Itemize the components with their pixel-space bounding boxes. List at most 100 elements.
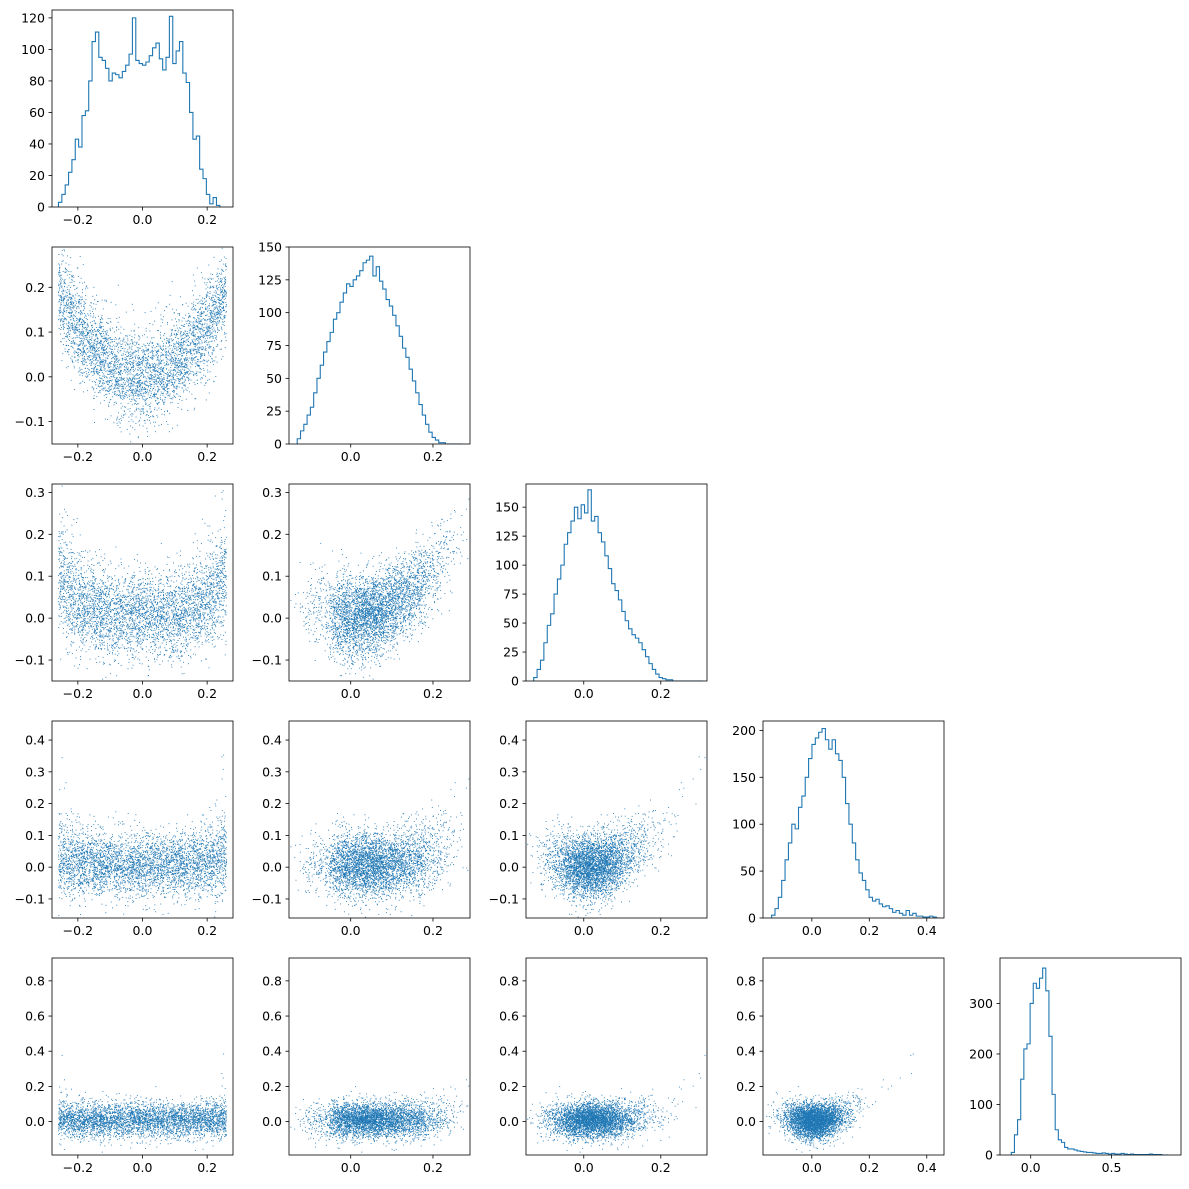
scatter-point xyxy=(177,601,179,603)
scatter-point xyxy=(181,588,183,590)
scatter-point xyxy=(119,370,121,372)
scatter-point xyxy=(102,337,104,339)
scatter-point xyxy=(145,357,147,359)
scatter-point xyxy=(94,330,96,332)
scatter-point xyxy=(210,346,212,348)
scatter-point xyxy=(177,358,179,359)
scatter-point xyxy=(151,350,153,352)
scatter-point xyxy=(157,377,159,379)
scatter-point xyxy=(211,643,213,645)
scatter-point xyxy=(138,354,140,356)
scatter-point xyxy=(154,639,156,641)
scatter-point xyxy=(201,312,203,314)
scatter-point xyxy=(216,545,218,547)
scatter-point xyxy=(114,358,116,360)
scatter-point xyxy=(112,370,114,372)
scatter-point xyxy=(113,391,115,393)
scatter-point xyxy=(197,340,199,341)
scatter-point xyxy=(81,331,83,333)
scatter-point xyxy=(175,587,177,589)
scatter-point xyxy=(183,351,185,353)
scatter-point xyxy=(192,309,194,311)
scatter-point xyxy=(189,362,191,364)
scatter-point xyxy=(150,377,152,379)
scatter-point xyxy=(149,389,151,391)
scatter-point xyxy=(211,358,213,359)
scatter-point xyxy=(167,346,169,348)
scatter-point xyxy=(216,594,218,596)
scatter-point xyxy=(68,327,70,329)
scatter-point xyxy=(145,354,147,356)
scatter-point xyxy=(220,348,222,350)
scatter-point xyxy=(139,599,140,601)
scatter-point xyxy=(158,330,160,332)
scatter-point xyxy=(211,299,213,301)
scatter-point xyxy=(131,380,133,382)
scatter-point xyxy=(162,614,164,616)
scatter-point xyxy=(103,373,105,375)
scatter-point xyxy=(220,570,222,572)
scatter-point xyxy=(150,601,152,603)
scatter-point xyxy=(93,320,95,322)
scatter-point xyxy=(205,558,207,560)
scatter-point xyxy=(186,367,188,369)
scatter-point xyxy=(203,311,205,313)
scatter-point xyxy=(93,345,95,347)
scatter-point xyxy=(206,344,208,346)
scatter-point xyxy=(124,384,126,386)
scatter-point xyxy=(214,301,216,302)
scatter-point xyxy=(139,613,141,615)
scatter-point xyxy=(175,335,177,337)
scatter-point xyxy=(78,354,80,356)
scatter-point xyxy=(102,626,104,628)
scatter-point xyxy=(140,379,142,381)
scatter-point xyxy=(139,635,141,636)
scatter-point xyxy=(181,377,183,379)
scatter-point xyxy=(91,337,93,339)
scatter-point xyxy=(90,332,92,334)
scatter-point xyxy=(174,395,176,397)
scatter-point xyxy=(109,371,111,373)
scatter-point xyxy=(92,386,94,388)
scatter-point xyxy=(203,369,205,371)
scatter-point xyxy=(69,297,70,299)
scatter-point xyxy=(168,388,170,389)
scatter-point xyxy=(60,285,62,287)
scatter-point xyxy=(187,612,189,614)
scatter-point xyxy=(161,630,163,632)
scatter-point xyxy=(189,590,191,592)
scatter-point xyxy=(202,600,204,602)
scatter-point xyxy=(103,641,105,643)
scatter-point xyxy=(114,355,115,357)
scatter-point xyxy=(61,586,63,588)
scatter-point xyxy=(106,377,108,379)
scatter-point xyxy=(148,366,149,368)
scatter-point xyxy=(212,294,214,296)
scatter-point xyxy=(222,294,223,295)
scatter-point xyxy=(72,326,74,328)
scatter-point xyxy=(129,358,130,360)
scatter-point xyxy=(156,343,158,345)
scatter-point xyxy=(137,361,139,363)
scatter-point xyxy=(113,620,115,621)
scatter-point xyxy=(69,333,71,335)
scatter-point xyxy=(81,312,82,314)
scatter-point xyxy=(187,376,189,378)
scatter-point xyxy=(164,411,165,412)
scatter-point xyxy=(151,342,153,344)
scatter-point xyxy=(207,591,209,593)
scatter-point xyxy=(115,380,117,382)
scatter-point xyxy=(199,367,200,369)
scatter-point xyxy=(194,359,196,361)
scatter-point xyxy=(166,388,168,390)
scatter-point xyxy=(59,267,61,269)
scatter-point xyxy=(81,634,83,636)
scatter-point xyxy=(132,397,134,399)
scatter-point xyxy=(73,285,75,287)
scatter-point xyxy=(219,302,220,304)
scatter-point xyxy=(154,608,156,610)
scatter-point xyxy=(179,343,181,345)
scatter-point xyxy=(145,601,146,603)
scatter-point xyxy=(201,518,203,520)
scatter-point xyxy=(216,324,218,326)
